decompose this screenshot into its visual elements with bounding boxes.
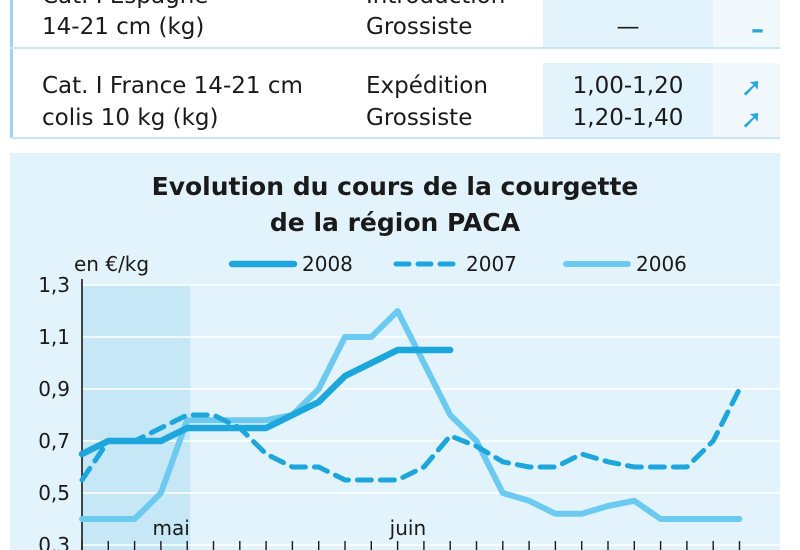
y-tick-label: 0,3 (38, 533, 70, 550)
price-column-shade (543, 63, 713, 138)
market-stage: Grossiste (366, 14, 473, 40)
chart-panel: Evolution du cours de la courgette de la… (10, 153, 780, 550)
trend-flat-icon: – (751, 15, 764, 45)
legend-label-2008: 2008 (302, 252, 353, 276)
y-tick-label: 0,5 (38, 481, 70, 505)
y-tick-label: 1,3 (38, 273, 70, 297)
y-tick-label: 0,9 (38, 377, 70, 401)
y-tick-label: 0,7 (38, 429, 70, 453)
row-divider (10, 137, 780, 139)
market-stage: Grossiste (366, 105, 473, 131)
legend-label-2006: 2006 (636, 252, 687, 276)
price-value: — (616, 14, 640, 40)
series-line-2007 (79, 386, 742, 483)
trend-up-icon: ➚ (740, 105, 763, 135)
trend-column-shade (713, 0, 780, 47)
market-stage: Expédition (366, 73, 488, 99)
product-line: Cat. I France 14-21 cm (42, 73, 303, 99)
trend-column-shade (713, 63, 780, 138)
series-line-2008 (78, 346, 454, 458)
row-divider (10, 47, 780, 49)
x-month-label: mai (153, 516, 190, 540)
chart-title-line: Evolution du cours de la courgette (151, 172, 639, 201)
trend-up-icon: ➚ (740, 73, 763, 103)
product-line: 14-21 cm (kg) (42, 14, 205, 40)
price-table: Cat. I Espagne 14-21 cm (kg) Introductio… (0, 0, 800, 140)
price-value: 1,00-1,20 (572, 73, 684, 99)
chart-title: Evolution du cours de la courgette de la… (10, 169, 780, 241)
table-left-border (10, 0, 13, 138)
y-axis-label: en €/kg (74, 252, 149, 276)
market-stage: Introduction (366, 0, 505, 13)
price-value: 1,20-1,40 (572, 105, 684, 131)
legend-label-2007: 2007 (466, 252, 517, 276)
trend-flat-icon: – (724, 0, 791, 13)
product-line: colis 10 kg (kg) (42, 105, 219, 131)
x-month-label: juin (389, 516, 426, 540)
product-line: Cat. I Espagne (42, 0, 208, 13)
series-line-2006 (79, 308, 743, 522)
highlight-band (82, 285, 191, 550)
price-line-chart: 1,3 1,1 0,9 0,7 0,5 0,3 mai juin en €/kg 2008 2007… (38, 252, 780, 550)
y-tick-label: 1,1 (38, 325, 70, 349)
chart-title-line: de la région PACA (269, 208, 521, 237)
price-column-shade (543, 0, 713, 47)
